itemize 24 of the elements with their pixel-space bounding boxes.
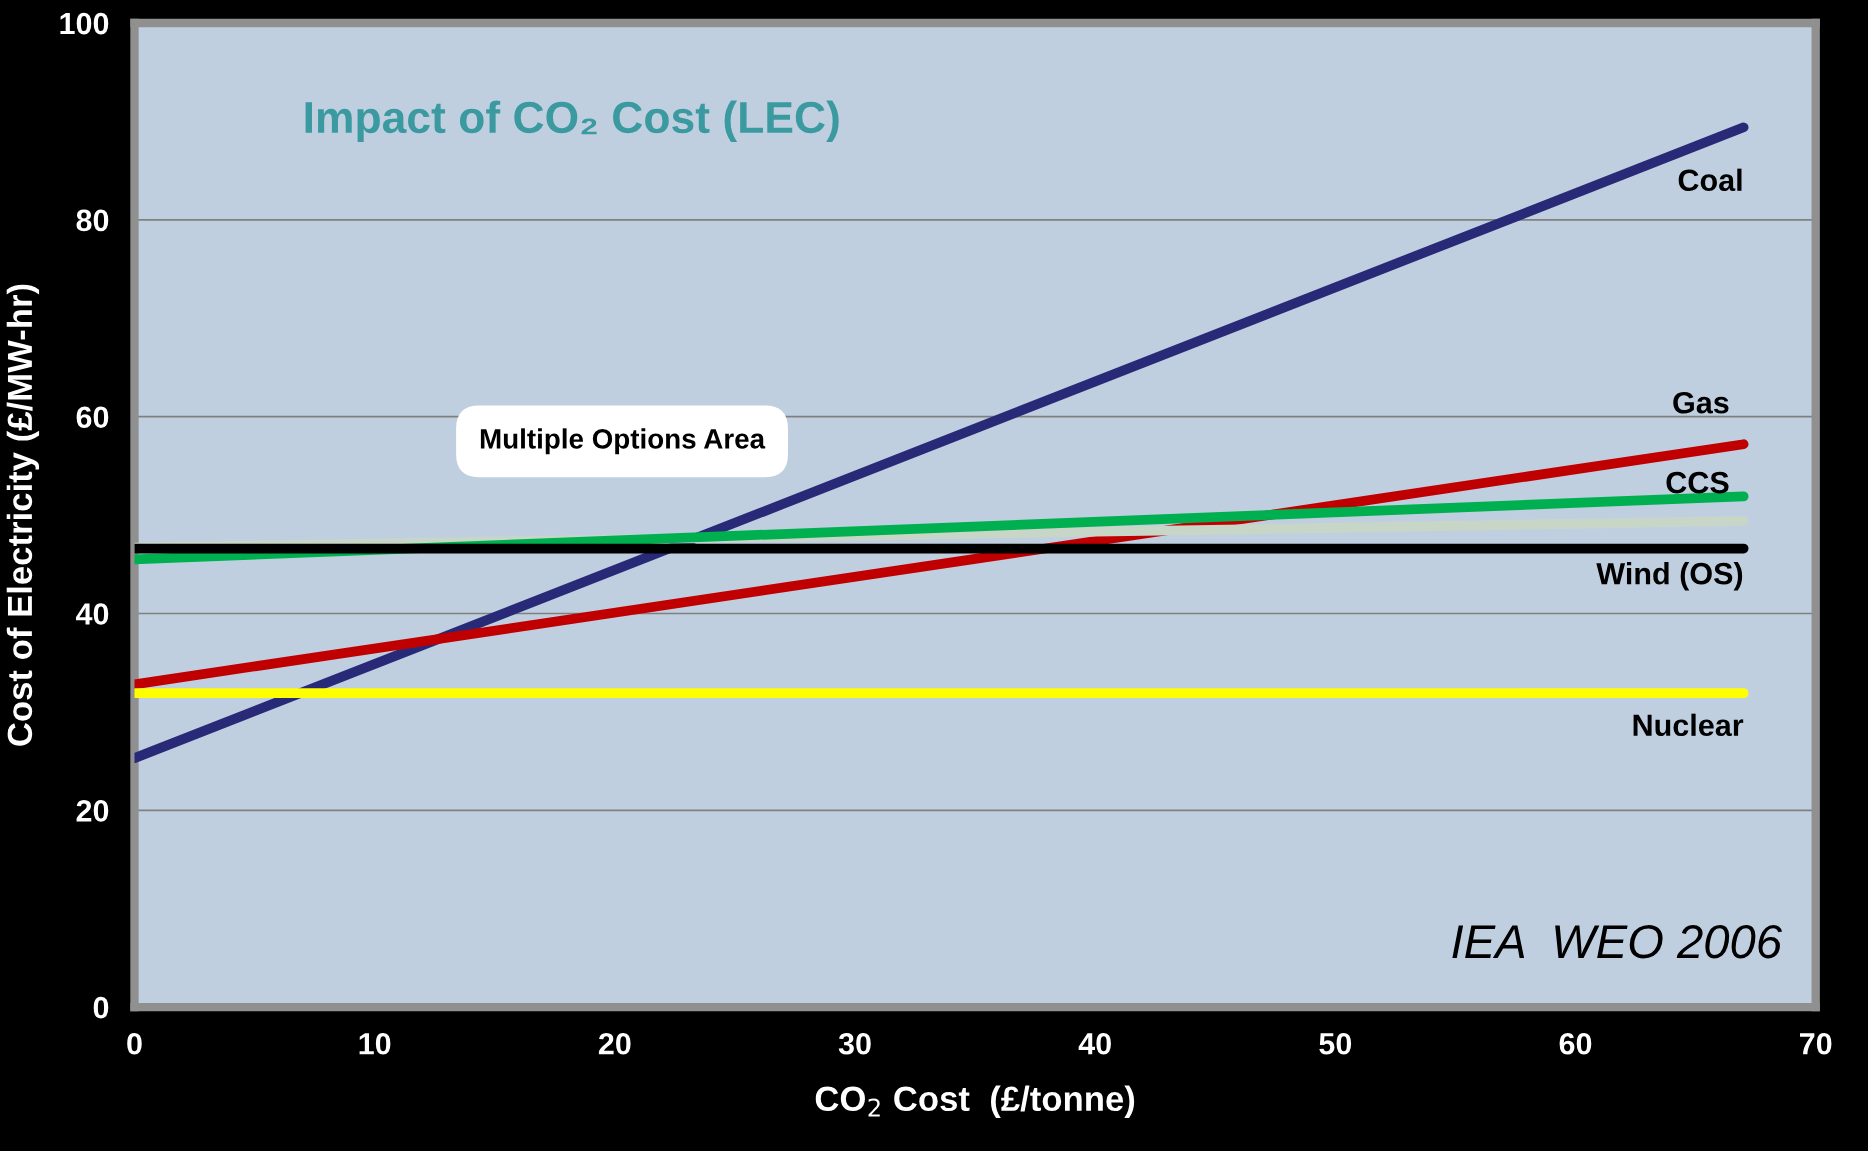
y-tick-label: 40: [75, 603, 109, 625]
x-tick-label: 50: [1319, 1032, 1352, 1055]
series-label: Coal: [1678, 168, 1742, 192]
y-tick-label: 100: [60, 12, 109, 35]
series-label: CCS: [1666, 471, 1729, 494]
x-tick-label: 30: [838, 1032, 871, 1055]
y-axis-title: Cost of Electricity (£/MW-hr): [6, 284, 40, 746]
series-label: Nuclear: [1633, 713, 1744, 737]
x-tick-label: 40: [1078, 1032, 1111, 1055]
x-tick-label: 20: [598, 1032, 631, 1055]
annotation: Multiple Options Area: [480, 428, 766, 455]
y-tick-label: 60: [76, 406, 109, 429]
y-tick-label: 0: [93, 996, 109, 1019]
x-tick-label: 70: [1800, 1032, 1832, 1055]
x-tick-label: 0: [127, 1032, 142, 1055]
x-tick-label: 60: [1559, 1032, 1592, 1055]
series-label: Gas: [1673, 391, 1729, 414]
series-label: Wind (OS): [1596, 562, 1743, 591]
y-tick-label: 80: [76, 209, 109, 232]
annotation: IEA WEO 2006: [1452, 924, 1783, 959]
x-tick-label: 10: [359, 1032, 391, 1055]
y-tick-label: 20: [76, 800, 109, 822]
x-axis-title: CO$_{2}$ Cost (£/tonne): [815, 1085, 1135, 1118]
text: Impact of CO₂ Cost (LEC): [305, 100, 839, 142]
